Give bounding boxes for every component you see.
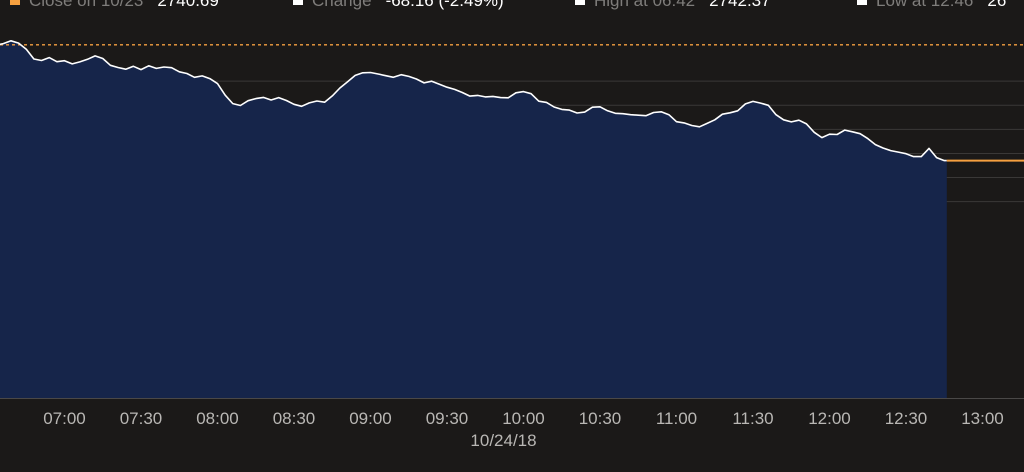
legend-low-value: 26 [987, 0, 1007, 10]
x-tick-label: 09:30 [426, 409, 469, 428]
legend-low: Low at 12:46 26 [857, 0, 1006, 11]
price-area-fill [0, 40, 947, 398]
x-axis-date-label: 10/24/18 [470, 431, 536, 450]
chart-legend: Close on 10/23 2740.69 Change -68.16 (-2.4… [0, 0, 1024, 11]
legend-close-swatch [10, 0, 20, 5]
x-tick-label: 09:00 [349, 409, 392, 428]
legend-close: Close on 10/23 2740.69 [10, 0, 219, 11]
legend-change-label: Change [312, 0, 372, 10]
x-tick-label: 07:00 [43, 409, 86, 428]
legend-high-value: 2742.37 [709, 0, 771, 10]
legend-change-value: -68.16 (-2.49%) [385, 0, 504, 10]
legend-high-label: High at 06:42 [594, 0, 696, 10]
x-tick-label: 08:30 [273, 409, 316, 428]
x-tick-label: 11:00 [656, 409, 697, 428]
x-tick-label: 12:00 [808, 409, 851, 428]
legend-change-swatch [293, 0, 303, 5]
legend-close-label: Close on 10/23 [29, 0, 144, 10]
legend-high: High at 06:42 2742.37 [575, 0, 771, 11]
x-tick-label: 11:30 [732, 409, 773, 428]
legend-high-swatch [575, 0, 585, 5]
price-line [0, 39, 947, 162]
x-tick-label: 13:00 [961, 409, 1004, 428]
x-tick-label: 07:30 [120, 409, 163, 428]
legend-close-value: 2740.69 [157, 0, 219, 10]
legend-low-label: Low at 12:46 [876, 0, 974, 10]
x-tick-label: 12:30 [885, 409, 928, 428]
x-tick-label: 10:00 [502, 409, 545, 428]
legend-low-swatch [857, 0, 867, 5]
x-axis-ticks: 07:00 07:30 08:00 08:30 09:00 09:30 10:00 10:30… [43, 409, 1004, 428]
legend-change: Change -68.16 (-2.49%) [293, 0, 504, 11]
x-tick-label: 10:30 [579, 409, 622, 428]
x-tick-label: 08:00 [196, 409, 239, 428]
